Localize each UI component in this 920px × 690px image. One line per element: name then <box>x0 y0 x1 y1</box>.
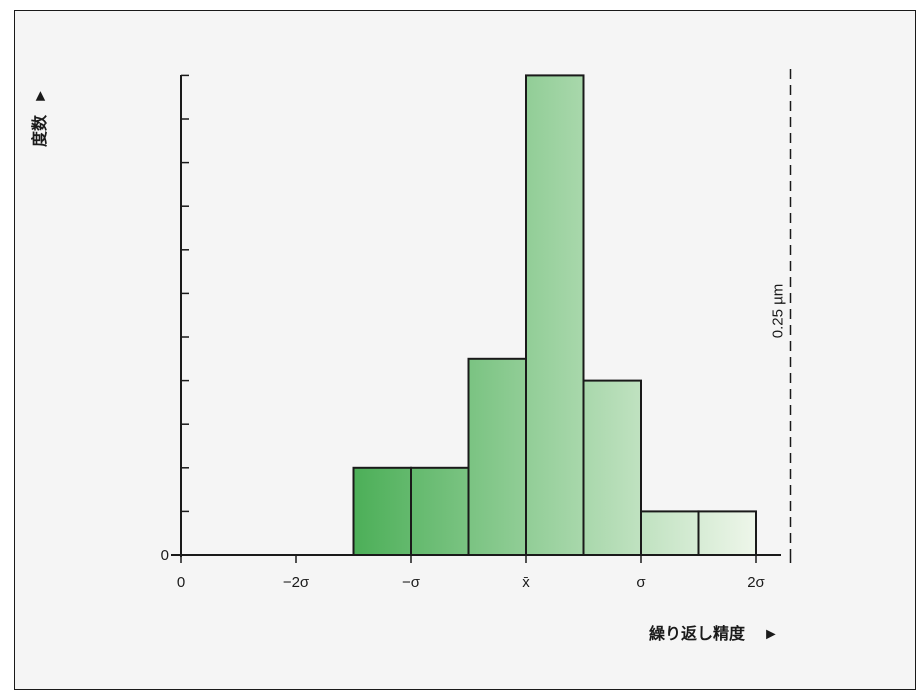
axis-labels: 繰り返し精度 ► 度数 ► <box>30 88 779 643</box>
histogram-bar-2 <box>410 466 470 556</box>
y-axis-arrow: ► <box>32 88 49 104</box>
histogram-chart: 00 −2σ −σ x̄ σ 2σ 0.25 µm 繰り返し精度 ► 度数 ► <box>30 69 792 643</box>
chart-frame: 0 0 −2σ −σ x̄ σ 2σ 0.25 µm 繰り返し精度 ► 度数 ► <box>14 10 916 690</box>
histogram-bar-4 <box>525 74 585 557</box>
limit-line-group: 0.25 µm <box>770 69 792 555</box>
x-tick-label-5: 2σ <box>747 574 765 591</box>
histogram-bar-1 <box>352 466 412 556</box>
x-tick-label-2: −σ <box>402 574 421 591</box>
histogram-bar-7 <box>697 510 757 556</box>
limit-line-label: 0.25 µm <box>770 284 787 339</box>
x-tick-label-4: σ <box>636 574 646 591</box>
x-tick-label-1: −2σ <box>283 574 310 591</box>
histogram-bar-5 <box>582 379 642 556</box>
histogram-bar-6 <box>640 510 700 556</box>
y-axis-title: 度数 <box>30 114 49 147</box>
y-tick-label-0: 0 <box>161 547 169 564</box>
histogram-bars <box>352 74 757 557</box>
x-tick-label-0: 0 <box>177 574 185 591</box>
x-axis-arrow: ► <box>763 626 779 643</box>
axes: 00 −2σ −σ x̄ σ 2σ <box>161 74 792 591</box>
x-axis-title: 繰り返し精度 <box>649 624 746 643</box>
x-tick-label-3: x̄ <box>522 574 530 591</box>
histogram-bar-3 <box>467 357 527 556</box>
